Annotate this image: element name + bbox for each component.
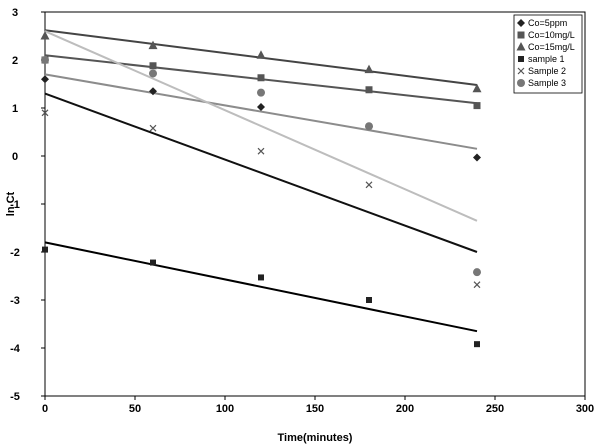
- legend-marker: [517, 79, 525, 87]
- data-point: [42, 246, 48, 253]
- data-point: [256, 50, 266, 59]
- legend-label: sample 1: [528, 54, 565, 64]
- y-tick-label: 2: [12, 55, 18, 67]
- legend: Co=5ppm Co=10mg/L Co=15mg/L sample 1 Sample …: [513, 14, 583, 94]
- data-point: [40, 31, 50, 40]
- trendline-5: [44, 92, 478, 253]
- data-point: [257, 147, 265, 155]
- data-point: [149, 69, 157, 78]
- legend-label: Sample 2: [528, 66, 566, 76]
- legend-label: Co=15mg/L: [528, 42, 575, 52]
- legend-label: Sample 3: [528, 78, 566, 88]
- y-axis-title: ln Ct: [5, 191, 17, 216]
- plot-area: [44, 11, 586, 397]
- legend-label: Co=5ppm: [528, 18, 567, 28]
- data-point: [257, 88, 265, 97]
- legend-marker: [517, 31, 525, 39]
- y-tick-label: -2: [10, 247, 20, 259]
- x-tick-label: 250: [486, 403, 504, 415]
- x-axis-ticks: 0 50 100 150 200 250 300: [42, 396, 594, 415]
- legend-marker: [517, 19, 525, 27]
- x-tick-label: 0: [42, 403, 48, 415]
- trendline-4: [44, 30, 478, 222]
- data-point: [258, 274, 264, 281]
- y-tick-label: -5: [10, 391, 20, 403]
- trendline-0: [44, 73, 478, 150]
- data-point: [41, 75, 49, 84]
- data-point: [257, 74, 265, 82]
- x-tick-label: 200: [396, 403, 414, 415]
- data-point: [257, 103, 265, 112]
- legend-marker: [518, 56, 524, 62]
- data-point: [365, 181, 373, 189]
- data-point: [473, 153, 481, 162]
- data-point: [473, 268, 481, 277]
- data-point: [41, 109, 49, 117]
- data-point: [149, 124, 157, 132]
- y-tick-label: -1: [10, 199, 20, 211]
- x-tick-label: 300: [576, 403, 594, 415]
- trendline-3: [44, 241, 478, 333]
- data-point: [148, 40, 158, 50]
- data-point: [472, 83, 482, 93]
- data-point: [364, 64, 374, 74]
- y-tick-label: 3: [12, 7, 18, 19]
- data-point: [41, 56, 49, 64]
- data-point: [366, 297, 372, 303]
- data-point: [149, 62, 157, 70]
- legend-label: Co=10mg/L: [528, 30, 575, 40]
- data-point: [150, 259, 156, 266]
- data-point: [473, 102, 481, 110]
- x-tick-label: 150: [306, 403, 324, 415]
- legend-box: [513, 14, 583, 94]
- x-tick-label: 50: [129, 403, 141, 415]
- y-axis-ticks: -5 -4 -3 -2 -1 0 1 2 3: [10, 7, 45, 403]
- data-point: [473, 281, 481, 289]
- y-tick-label: 1: [12, 103, 18, 115]
- legend-marker: [516, 42, 526, 51]
- y-tick-label: -4: [10, 343, 21, 355]
- x-tick-label: 100: [216, 403, 234, 415]
- data-points: [40, 31, 482, 348]
- data-point: [365, 86, 373, 94]
- y-tick-label: 0: [12, 151, 18, 163]
- x-axis-title: Time(minutes): [278, 432, 353, 444]
- data-point: [149, 87, 157, 96]
- data-point: [365, 122, 373, 131]
- legend-marker: [517, 67, 525, 75]
- y-tick-label: -3: [10, 295, 20, 307]
- data-point: [474, 341, 480, 348]
